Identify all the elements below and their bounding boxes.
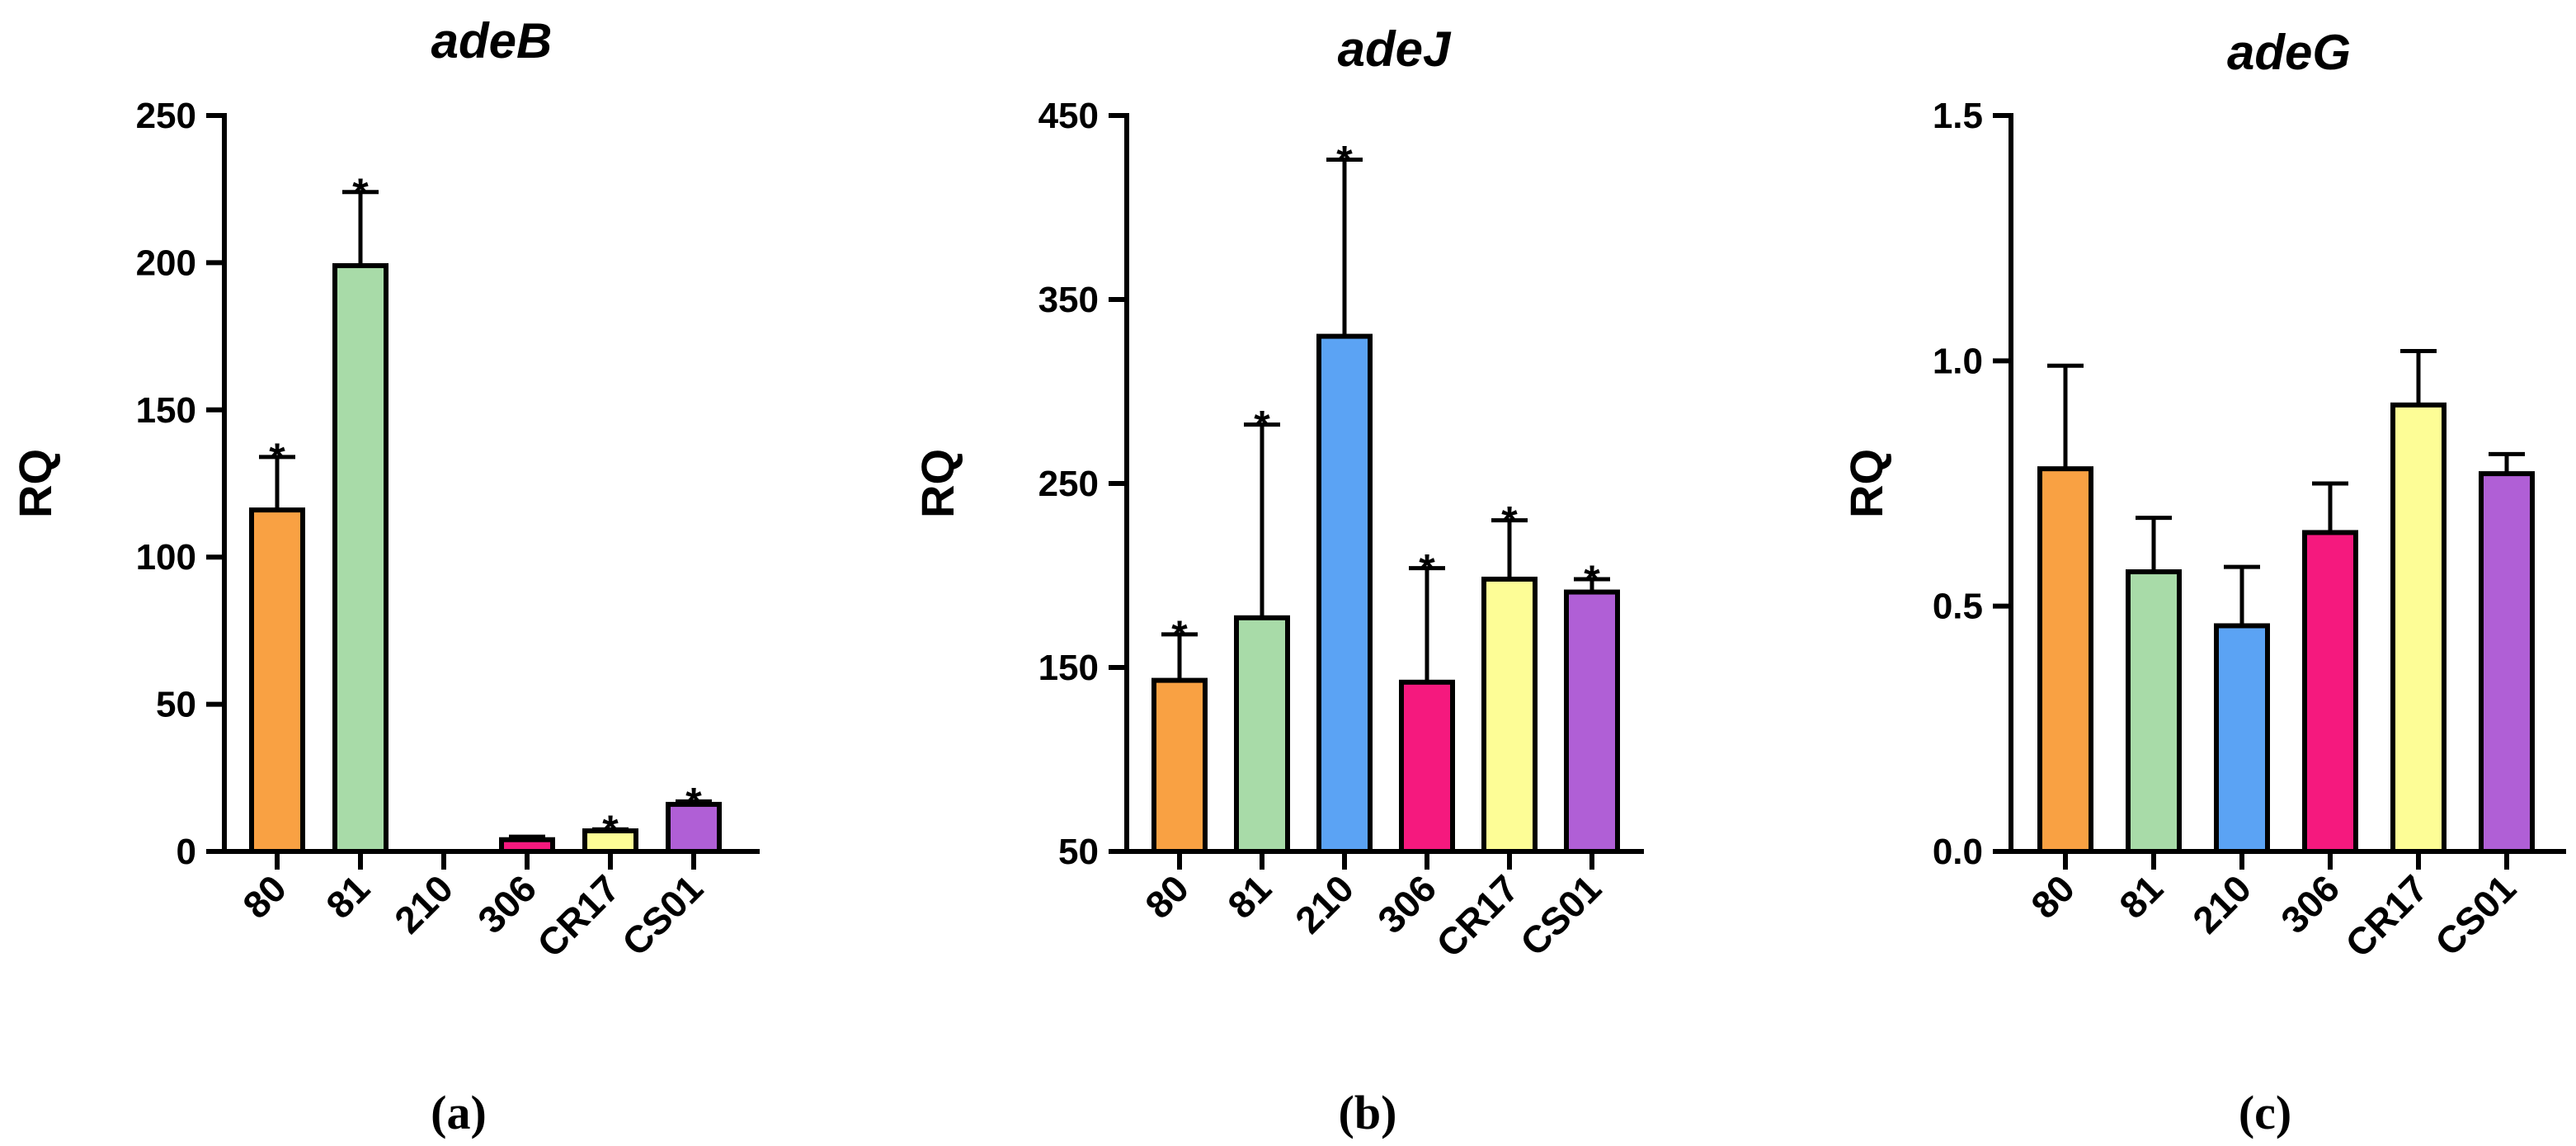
bar-306 — [1399, 679, 1455, 855]
significance-star-306: * — [1419, 546, 1435, 592]
bar-306 — [499, 837, 555, 855]
y-tick-label: 450 — [1038, 96, 1099, 136]
y-axis-label: RQ — [9, 449, 61, 518]
y-tick-label: 50 — [1058, 832, 1099, 872]
chart-title: adeG — [2227, 25, 2351, 80]
y-tick-label: 50 — [156, 685, 196, 725]
category-label-306: 306 — [2272, 866, 2348, 941]
bar-81 — [332, 262, 389, 854]
category-label-80: 80 — [2023, 866, 2083, 927]
category-label-81: 81 — [318, 866, 378, 927]
y-tick-label: 350 — [1038, 280, 1099, 320]
significance-star-CS01: * — [1584, 557, 1600, 603]
bar-CS01 — [2479, 471, 2535, 855]
bar-CR17 — [582, 828, 638, 854]
significance-star-CS01: * — [685, 779, 702, 825]
y-tick-label: 250 — [1038, 464, 1099, 504]
y-tick-label: 250 — [136, 96, 196, 136]
bar-81 — [1234, 615, 1290, 854]
y-tick-label: 150 — [136, 390, 196, 431]
significance-star-80: * — [1171, 612, 1188, 658]
y-tick-label: 100 — [136, 537, 196, 578]
category-label-CR17: CR17 — [1428, 866, 1527, 965]
bar-80 — [2037, 466, 2093, 854]
significance-star-CR17: * — [602, 807, 619, 853]
category-label-CS01: CS01 — [1512, 866, 1609, 964]
chart-title: adeJ — [1338, 21, 1452, 77]
bar-210 — [1316, 333, 1373, 855]
panel-label: (c) — [2239, 1086, 2291, 1139]
bar-210 — [2214, 623, 2270, 854]
bar-80 — [1151, 677, 1208, 854]
y-tick-label: 150 — [1038, 648, 1099, 688]
panel-label: (a) — [431, 1086, 487, 1139]
category-label-210: 210 — [386, 866, 461, 941]
significance-star-210: * — [1336, 138, 1353, 184]
bar-80 — [249, 507, 305, 854]
category-label-210: 210 — [2184, 866, 2259, 941]
category-label-81: 81 — [2111, 866, 2171, 927]
y-tick-label: 0.0 — [1933, 832, 1983, 872]
y-tick-label: 0.5 — [1933, 587, 1983, 627]
category-label-CS01: CS01 — [614, 866, 711, 964]
bar-CS01 — [666, 801, 722, 854]
category-label-80: 80 — [234, 866, 294, 927]
bar-CR17 — [2390, 402, 2446, 854]
category-label-CR17: CR17 — [2337, 866, 2436, 965]
y-axis-label: RQ — [911, 449, 963, 518]
significance-star-CR17: * — [1501, 498, 1518, 545]
bar-306 — [2302, 530, 2358, 854]
category-label-CR17: CR17 — [529, 866, 628, 965]
category-label-80: 80 — [1137, 866, 1197, 927]
bar-CS01 — [1564, 589, 1620, 854]
y-axis-label: RQ — [1840, 449, 1892, 518]
significance-star-81: * — [1254, 403, 1270, 449]
category-label-CS01: CS01 — [2427, 866, 2524, 964]
y-tick-label: 1.0 — [1933, 341, 1983, 381]
significance-star-80: * — [269, 435, 285, 481]
bar-81 — [2126, 569, 2182, 854]
chart-title: adeB — [431, 13, 553, 68]
y-tick-label: 1.5 — [1933, 96, 1983, 136]
category-label-210: 210 — [1287, 866, 1362, 941]
significance-star-81: * — [352, 170, 369, 216]
y-tick-label: 0 — [177, 832, 196, 872]
y-tick-label: 200 — [136, 243, 196, 283]
bar-CR17 — [1481, 576, 1538, 855]
panel-label: (b) — [1339, 1086, 1397, 1139]
category-label-81: 81 — [1219, 866, 1279, 927]
